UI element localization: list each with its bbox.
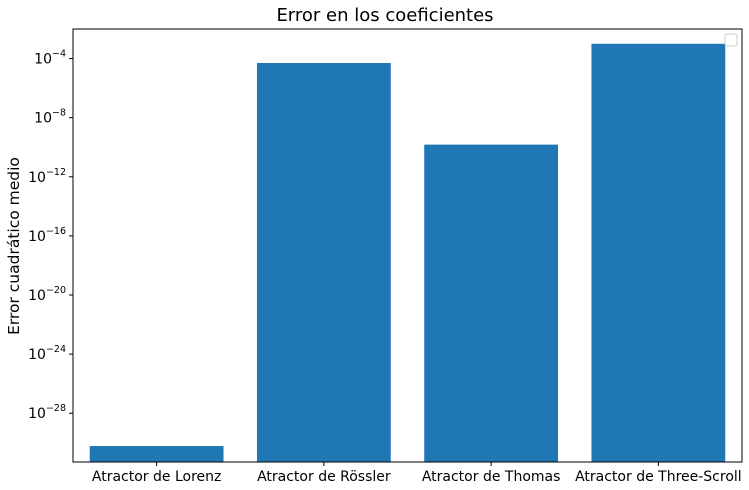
y-tick-label: 10−20 [28,285,66,304]
x-ticks: Atractor de Lorenz Atractor de Rössler Atr… [92,462,742,485]
y-tick-label: 10−12 [28,167,66,186]
legend-box [724,33,738,47]
x-tick-label: Atractor de Thomas [422,469,561,485]
y-tick-label: 10−28 [28,403,66,422]
x-tick-label: Atractor de Three-Scroll [575,469,742,485]
y-axis-label: Error cuadrático medio [5,157,23,335]
bar-2 [256,63,391,463]
y-ticks: 10−28 10−24 10−20 10−16 10−12 10−8 10−4 [28,49,73,422]
y-tick-label: 10−24 [28,344,66,363]
chart-title: Error en los coeficientes [276,5,493,26]
plot-frame [72,28,743,463]
bar-1 [89,446,224,462]
bar-4 [591,43,726,462]
y-tick-label: 10−4 [34,49,66,68]
bars [89,43,726,463]
x-tick-label: Atractor de Rössler [257,469,391,485]
x-tick-label: Atractor de Lorenz [92,469,221,485]
y-tick-label: 10−16 [28,226,66,245]
y-tick-label: 10−8 [34,108,66,127]
bar-3 [424,144,559,462]
